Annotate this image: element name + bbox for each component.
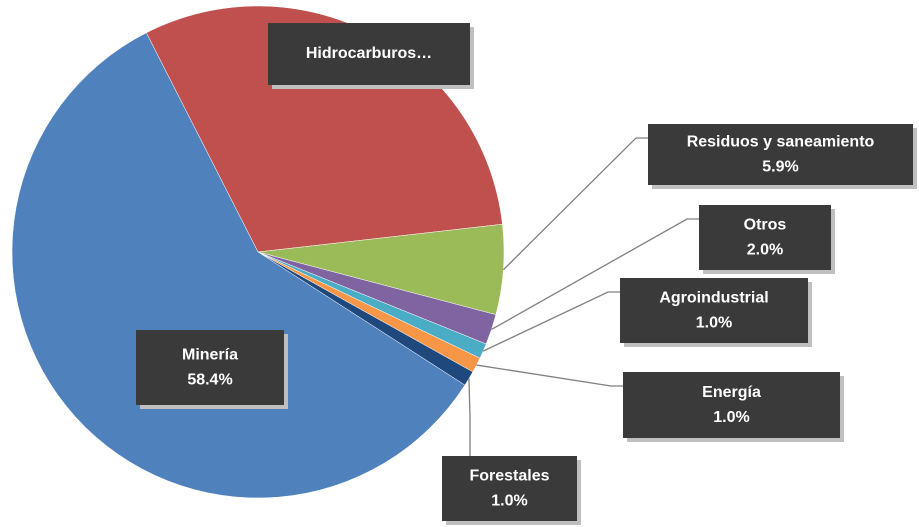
leader-line — [482, 291, 620, 352]
label-box — [620, 278, 808, 343]
label-box — [268, 23, 470, 85]
label-box — [648, 124, 913, 185]
leader-line — [476, 364, 623, 387]
label-box — [623, 372, 840, 438]
leader-line — [491, 218, 699, 331]
category-label: Agroindustrial — [659, 290, 768, 307]
value-label: 1.0% — [696, 315, 732, 332]
category-label: Energía — [702, 384, 761, 401]
category-label: Hidrocarburos… — [306, 45, 432, 62]
pie-slice — [11, 32, 466, 499]
value-label: 5.9% — [762, 159, 798, 176]
label-box — [699, 205, 831, 270]
value-label: 1.0% — [491, 493, 527, 510]
value-label: 2.0% — [747, 242, 783, 259]
category-label: Residuos y saneamiento — [687, 134, 875, 151]
category-label: Otros — [744, 217, 787, 234]
value-label: 58.4% — [187, 372, 232, 389]
leader-line — [468, 378, 471, 456]
label-box — [136, 330, 284, 405]
category-label: Forestales — [469, 468, 549, 485]
value-label: 1.0% — [713, 409, 749, 426]
leader-line — [502, 137, 648, 271]
category-label: Minería — [182, 347, 238, 364]
label-box — [442, 456, 577, 521]
